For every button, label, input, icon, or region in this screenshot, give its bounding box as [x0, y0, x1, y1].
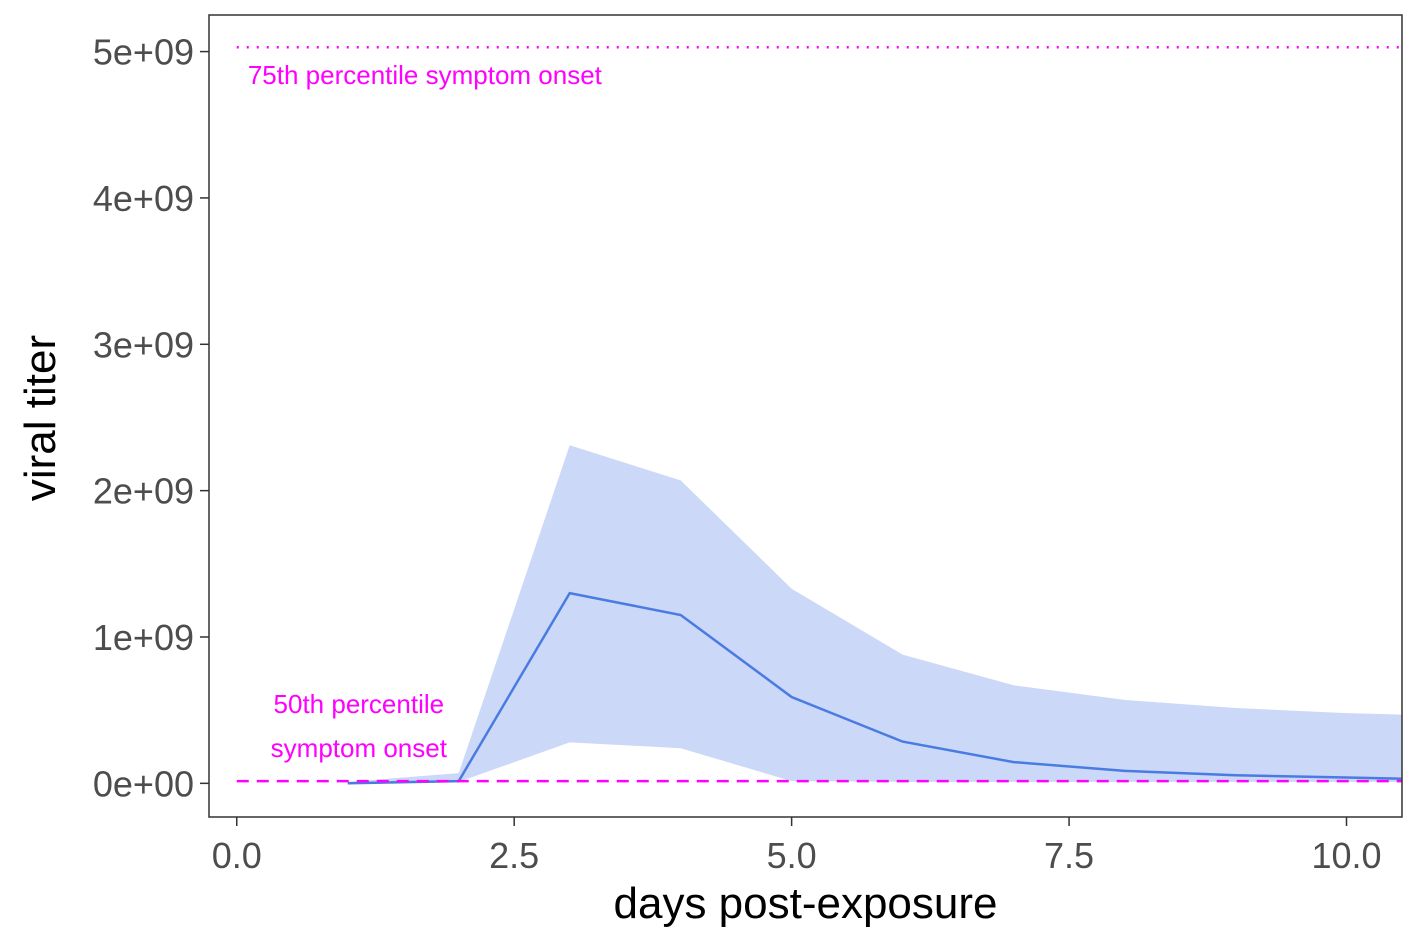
- series-line: [347, 591, 1402, 785]
- panel-border: [208, 14, 1403, 818]
- x-tick-label: 2.5: [489, 835, 539, 876]
- confidence-band: [347, 445, 1402, 784]
- y-tick-label: 1e+09: [93, 617, 194, 658]
- x-axis-title: days post-exposure: [614, 879, 998, 928]
- y-tick-label: 0e+00: [93, 763, 194, 804]
- x-tick-label: 10.0: [1311, 835, 1381, 876]
- axes: 75th percentile symptom onset 50th percen…: [93, 14, 1403, 876]
- y-tick-label: 2e+09: [93, 471, 194, 512]
- annotation-text: symptom onset: [271, 733, 448, 763]
- annotation-text: 75th percentile symptom onset: [248, 60, 603, 90]
- plot-area: [236, 45, 1402, 785]
- x-tick-label: 7.5: [1044, 835, 1094, 876]
- y-tick-label: 3e+09: [93, 324, 194, 365]
- x-tick-label: 0.0: [212, 835, 262, 876]
- y-axis-title: viral titer: [16, 335, 65, 501]
- x-tick-label: 5.0: [767, 835, 817, 876]
- y-tick-label: 4e+09: [93, 178, 194, 219]
- y-tick-label: 5e+09: [93, 32, 194, 73]
- annotation-text: 50th percentile: [274, 689, 445, 719]
